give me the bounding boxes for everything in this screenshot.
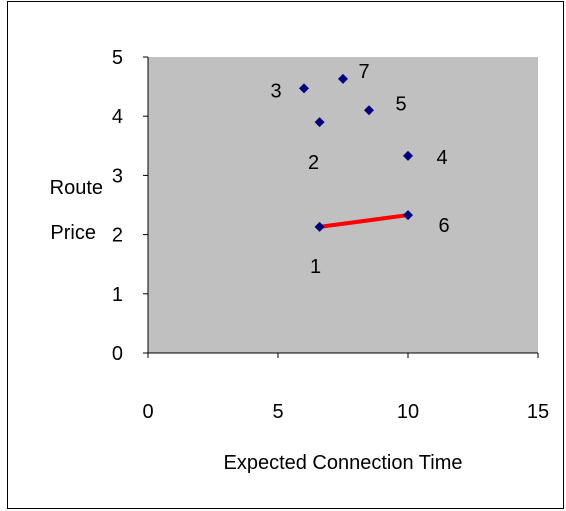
y-tick-label: 4	[112, 106, 123, 128]
y-tick-label: 2	[112, 225, 123, 247]
data-points	[299, 73, 413, 232]
data-point-6	[403, 210, 413, 221]
data-point-3	[299, 83, 309, 94]
point-label-7: 7	[358, 61, 369, 83]
data-point-5	[364, 105, 374, 116]
data-point-7	[338, 73, 348, 84]
x-ticks: 0 5 10 15	[142, 353, 549, 423]
point-label-3: 3	[270, 80, 281, 102]
connector-line-1-6	[317, 213, 410, 229]
data-point-1	[314, 221, 325, 232]
point-label-2: 2	[308, 152, 319, 174]
y-ticks: 0 1 2 3 4 5	[112, 47, 148, 365]
y-tick-label: 3	[112, 165, 123, 187]
y-tick-label: 5	[112, 47, 123, 69]
point-label-4: 4	[436, 147, 447, 169]
x-tick-label: 10	[397, 401, 419, 423]
x-tick-label: 0	[142, 401, 153, 423]
data-point-4	[403, 150, 413, 161]
y-axis-label-line-2: Price	[50, 222, 96, 244]
y-axis-label-line-1: Route	[50, 177, 103, 199]
x-tick-label: 15	[527, 401, 549, 423]
y-tick-label: 1	[112, 284, 123, 306]
point-label-1: 1	[310, 256, 321, 278]
point-labels: 1 2 3 4 5 6 7	[270, 61, 449, 278]
x-axis-label: Expected Connection Time	[223, 452, 462, 474]
y-tick-label: 0	[112, 343, 123, 365]
data-point-2	[314, 117, 325, 128]
point-label-5: 5	[395, 93, 406, 115]
point-label-6: 6	[438, 215, 449, 237]
plot-area	[148, 57, 538, 353]
connector-lines	[317, 213, 410, 229]
x-tick-label: 5	[272, 401, 283, 423]
